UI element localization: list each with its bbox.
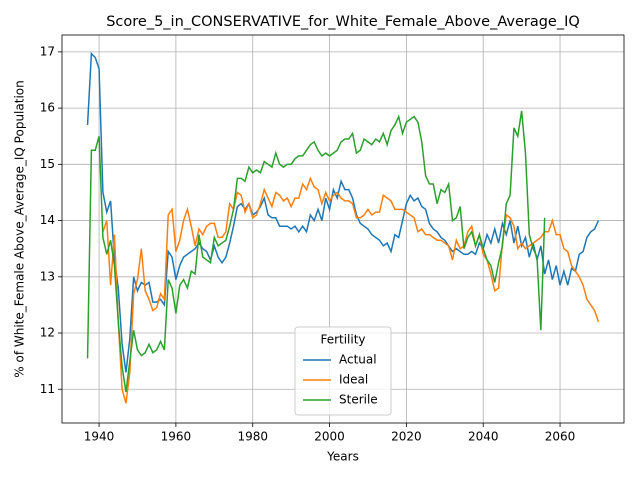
y-tick-label: 17: [40, 44, 55, 58]
x-tick-label: 2060: [545, 430, 576, 444]
chart-title: Score_5_in_CONSERVATIVE_for_White_Female…: [106, 14, 580, 30]
legend: Fertility Actual Ideal Sterile: [294, 326, 392, 416]
legend-label: Actual: [339, 353, 377, 367]
legend-label: Sterile: [339, 393, 378, 407]
y-axis-label: % of White_Female Above_Average_IQ Popul…: [13, 80, 27, 377]
x-tick-label: 2040: [468, 430, 499, 444]
x-tick-label: 1940: [84, 430, 115, 444]
y-tick-label: 12: [40, 326, 55, 340]
y-tick-label: 11: [40, 382, 55, 396]
y-tick-label: 13: [40, 269, 55, 283]
series-line: [86, 51, 600, 373]
legend-label: Ideal: [339, 373, 368, 387]
plot-frame: [61, 34, 625, 424]
legend-title: Fertility: [320, 333, 365, 347]
x-tick-label: 1960: [161, 430, 192, 444]
x-tick-label: 2000: [314, 430, 345, 444]
series-line: [86, 110, 546, 393]
y-tick-label: 14: [40, 213, 55, 227]
x-tick-label: 2020: [391, 430, 422, 444]
series-line: [102, 176, 600, 404]
x-tick-label: 1980: [237, 430, 268, 444]
y-tick-label: 15: [40, 157, 55, 171]
legend-box: [294, 326, 392, 416]
x-axis-label: Years: [326, 450, 359, 464]
y-tick-label: 16: [40, 101, 55, 115]
